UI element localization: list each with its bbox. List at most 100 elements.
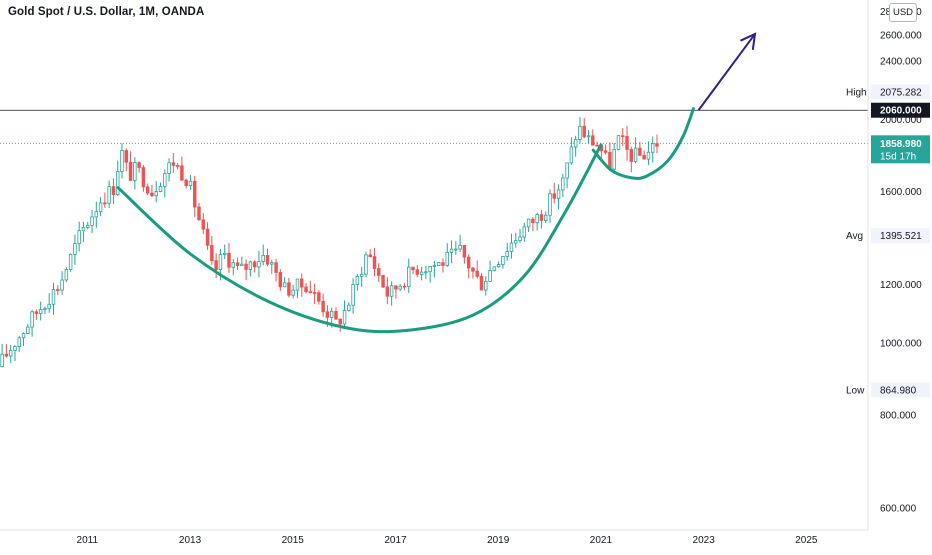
candle-body [612, 149, 616, 170]
avg-label-title: Avg [846, 231, 863, 242]
candle-body [415, 269, 420, 275]
candle-body [385, 286, 390, 297]
candle-body [603, 150, 608, 153]
avg-label-bg [871, 228, 930, 244]
y-tick-label: 2000.000 [880, 115, 922, 126]
cup-curve [116, 143, 603, 334]
candle-body [257, 261, 261, 268]
candle-body [518, 236, 522, 241]
candle-body [471, 267, 475, 272]
candle-body [308, 291, 313, 294]
candle-body [578, 125, 582, 140]
candle-body [103, 202, 107, 205]
current-price-value: 1858.980 [880, 139, 922, 150]
candle-body [34, 311, 39, 314]
candles-layer [0, 117, 659, 368]
candle-body [0, 353, 4, 367]
candle-body [158, 186, 163, 192]
level-label-value: 2060.000 [880, 106, 922, 117]
candle-body [591, 135, 595, 146]
candle-body [522, 226, 527, 238]
low-label-title: Low [846, 385, 865, 396]
currency-button[interactable]: USD [889, 3, 917, 22]
candle-body [38, 309, 43, 314]
x-tick-label: 2023 [693, 535, 716, 546]
low-label-value: 864.980 [880, 385, 917, 396]
candle-body [287, 282, 291, 296]
candle-body [595, 144, 599, 147]
candle-body [543, 214, 548, 221]
candle-body [193, 180, 197, 208]
candle-body [629, 149, 634, 162]
x-tick-label: 2013 [179, 535, 202, 546]
candle-body [347, 304, 351, 311]
x-tick-label: 2015 [282, 535, 305, 546]
candle-body [295, 278, 300, 291]
candle-body [98, 202, 103, 213]
reference-lines [0, 109, 868, 144]
candle-body [86, 224, 90, 228]
candle-body [282, 282, 287, 288]
candle-body [582, 125, 586, 138]
candle-body [535, 214, 539, 224]
y-tick-label: 1000.000 [880, 339, 922, 350]
candle-body [240, 263, 244, 266]
candle-body [428, 265, 432, 273]
candle-body [222, 252, 227, 255]
candle-body [248, 261, 253, 270]
high-label-bg [871, 84, 930, 100]
candle-body [244, 263, 248, 270]
candle-body [47, 303, 51, 310]
candle-body [514, 240, 518, 244]
current-countdown: 15d 17h [880, 151, 916, 162]
candle-body [646, 151, 651, 160]
candle-body [13, 346, 17, 351]
candle-body [107, 186, 111, 204]
y-tick-label: 2400.000 [880, 56, 922, 67]
high-label-title: High [846, 87, 867, 98]
candle-body [90, 216, 94, 226]
y-tick-label: 600.000 [880, 503, 917, 514]
candle-body [462, 245, 467, 258]
axes-layer: 2800.0002600.0002400.0002200.0002000.000… [0, 0, 922, 546]
candle-body [180, 165, 184, 181]
chart-title: Gold Spot / U.S. Dollar, 1M, OANDA [8, 6, 205, 18]
candle-body [81, 227, 86, 232]
candle-body [120, 150, 124, 172]
handle-curve [591, 107, 695, 180]
candle-body [569, 146, 574, 164]
candle-body [329, 310, 334, 318]
candle-body [175, 165, 180, 167]
candle-body [458, 245, 462, 250]
candle-body [539, 214, 544, 221]
candle-body [398, 285, 402, 290]
candle-body [419, 271, 424, 275]
candle-body [402, 285, 407, 288]
candle-body [124, 150, 128, 163]
level-label-bg [871, 102, 930, 118]
candle-body [655, 143, 659, 147]
candle-body [115, 171, 120, 195]
low-label-bg [871, 382, 930, 398]
candle-body [77, 230, 81, 245]
candle-body [274, 262, 278, 273]
candle-body [235, 262, 240, 266]
candle-body [436, 262, 441, 267]
candle-body [338, 318, 342, 325]
candle-body [321, 300, 325, 313]
candle-body [556, 189, 561, 199]
candle-body [505, 251, 509, 257]
candle-body [586, 135, 591, 138]
candle-body [270, 262, 274, 265]
candle-body [300, 278, 304, 288]
x-tick-label: 2021 [590, 535, 613, 546]
candle-body [265, 255, 270, 265]
avg-label-value: 1395.521 [880, 231, 922, 242]
candle-body [501, 256, 505, 265]
candle-body [201, 219, 206, 230]
candle-body [377, 268, 381, 276]
candle-body [68, 253, 73, 271]
candle-body [526, 218, 531, 228]
candle-body [145, 186, 150, 194]
